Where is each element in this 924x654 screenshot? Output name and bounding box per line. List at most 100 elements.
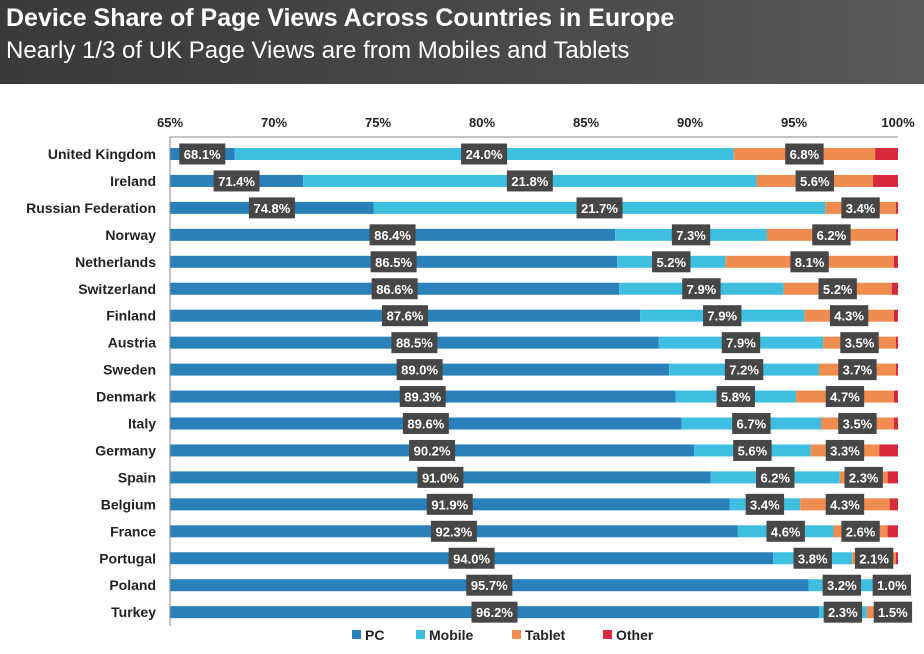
data-label-box bbox=[724, 359, 764, 381]
data-label-box bbox=[841, 197, 880, 219]
legend-label-other: Other bbox=[616, 627, 654, 643]
data-label-box bbox=[854, 547, 894, 569]
category-label: Turkey bbox=[111, 604, 156, 620]
category-label: Germany bbox=[95, 442, 156, 458]
data-label-box bbox=[399, 386, 446, 408]
bar-other bbox=[895, 228, 898, 241]
data-label-box bbox=[382, 305, 429, 327]
data-label: 3.7% bbox=[843, 363, 873, 378]
data-label-box bbox=[576, 197, 623, 219]
legend-label-mobile: Mobile bbox=[429, 627, 474, 643]
data-label: 3.5% bbox=[843, 417, 873, 432]
data-label: 89.0% bbox=[401, 363, 438, 378]
data-label-box bbox=[872, 574, 912, 596]
data-label: 3.4% bbox=[750, 497, 780, 512]
category-label: Sweden bbox=[103, 362, 156, 378]
data-label: 5.2% bbox=[823, 282, 853, 297]
data-label-box bbox=[682, 278, 721, 300]
data-label-box bbox=[795, 170, 834, 192]
bar-other bbox=[895, 552, 898, 565]
data-label: 74.8% bbox=[253, 201, 290, 216]
x-tick-label: 85% bbox=[573, 115, 599, 130]
bar-other bbox=[887, 525, 898, 538]
data-label: 5.6% bbox=[800, 174, 830, 189]
data-label-box bbox=[766, 520, 805, 542]
data-label: 5.6% bbox=[738, 443, 768, 458]
data-label-box bbox=[448, 547, 495, 569]
data-label: 2.6% bbox=[846, 524, 876, 539]
data-label: 6.2% bbox=[817, 228, 847, 243]
data-label: 7.3% bbox=[676, 228, 706, 243]
bar-other bbox=[893, 255, 898, 268]
data-label: 96.2% bbox=[476, 605, 513, 620]
data-label-box bbox=[873, 601, 913, 623]
category-label: Italy bbox=[128, 416, 156, 432]
data-label-box bbox=[818, 278, 857, 300]
data-label-box bbox=[391, 332, 438, 354]
data-label: 2.1% bbox=[859, 551, 889, 566]
category-label: Norway bbox=[105, 227, 156, 243]
data-label: 71.4% bbox=[218, 174, 255, 189]
data-label-box bbox=[793, 547, 832, 569]
data-label: 91.0% bbox=[422, 470, 459, 485]
data-label: 91.9% bbox=[431, 497, 468, 512]
data-label: 1.0% bbox=[877, 578, 907, 593]
category-label: Denmark bbox=[96, 389, 156, 405]
category-label: Finland bbox=[106, 308, 156, 324]
bar-other bbox=[893, 390, 898, 403]
data-label-box bbox=[430, 520, 477, 542]
chart-title: Device Share of Page Views Across Countr… bbox=[6, 4, 675, 32]
data-label-box bbox=[822, 574, 862, 596]
data-label-box bbox=[369, 224, 416, 246]
data-label: 21.7% bbox=[581, 201, 618, 216]
data-label-box bbox=[396, 359, 443, 381]
data-label: 89.6% bbox=[407, 417, 444, 432]
data-label-box bbox=[790, 251, 829, 273]
data-label: 88.5% bbox=[396, 336, 433, 351]
category-label: United Kingdom bbox=[48, 146, 156, 162]
data-label: 3.2% bbox=[827, 578, 857, 593]
data-label-box bbox=[825, 493, 865, 515]
category-label: France bbox=[110, 523, 156, 539]
chart-subtitle: Nearly 1/3 of UK Page Views are from Mob… bbox=[6, 37, 630, 64]
data-label-box bbox=[825, 386, 865, 408]
data-label-box bbox=[829, 305, 869, 327]
data-label-box bbox=[841, 520, 880, 542]
data-label: 86.4% bbox=[374, 228, 411, 243]
data-label-box bbox=[844, 466, 883, 488]
data-label-box bbox=[825, 439, 865, 461]
category-label: Netherlands bbox=[75, 254, 156, 270]
data-label-box bbox=[823, 601, 863, 623]
data-label-box bbox=[371, 278, 418, 300]
data-label: 6.7% bbox=[737, 417, 767, 432]
data-label-box bbox=[409, 439, 456, 461]
data-label-box bbox=[402, 413, 449, 434]
bar-other bbox=[895, 201, 898, 214]
data-label-box bbox=[179, 143, 226, 165]
data-label: 86.6% bbox=[376, 282, 413, 297]
data-label-box bbox=[506, 170, 553, 192]
category-label: Switzerland bbox=[78, 281, 156, 297]
x-tick-label: 80% bbox=[469, 115, 495, 130]
data-label-box bbox=[721, 332, 761, 354]
category-label: Ireland bbox=[110, 173, 156, 189]
bar-other bbox=[895, 336, 898, 349]
bar-other bbox=[889, 498, 898, 511]
bar-other bbox=[875, 148, 898, 160]
legend-swatch-pc bbox=[352, 630, 361, 639]
chart-header: Device Share of Page Views Across Countr… bbox=[0, 0, 924, 84]
data-label-box bbox=[838, 413, 877, 434]
data-label: 4.3% bbox=[830, 497, 860, 512]
data-label: 3.3% bbox=[830, 443, 860, 458]
bar-other bbox=[893, 309, 898, 322]
data-label-box bbox=[652, 251, 691, 273]
stacked-bar-chart: 65% 70% 75% 80% 85% 90% 95% 100% United Kingdom 6… bbox=[26, 115, 915, 643]
data-label: 68.1% bbox=[184, 147, 221, 162]
data-label: 95.7% bbox=[471, 578, 508, 593]
data-label-box bbox=[840, 332, 879, 354]
bar-other bbox=[873, 174, 898, 187]
data-label-box bbox=[213, 170, 260, 192]
category-label: Portugal bbox=[99, 550, 156, 566]
data-label: 6.2% bbox=[760, 470, 790, 485]
x-tick-label: 100% bbox=[881, 115, 915, 130]
